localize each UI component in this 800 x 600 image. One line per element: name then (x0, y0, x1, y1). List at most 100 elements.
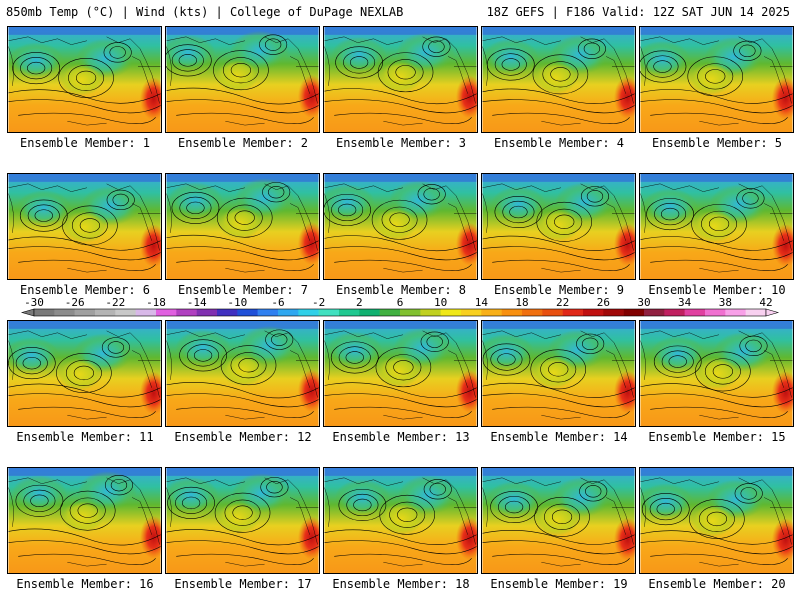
ensemble-panel: Ensemble Member: 2 (165, 26, 320, 150)
colorbar-tick-label: 14 (475, 296, 489, 309)
ensemble-member-label: Ensemble Member: 11 (16, 430, 154, 444)
ensemble-member-label: Ensemble Member: 8 (335, 283, 467, 297)
colorbar-swatch (522, 309, 543, 316)
ensemble-member-label: Ensemble Member: 4 (493, 136, 625, 150)
colorbar-tick-label: -6 (271, 296, 284, 309)
ensemble-member-label: Ensemble Member: 19 (490, 577, 628, 591)
temperature-map (7, 467, 162, 574)
colorbar-tick-label: 2 (356, 296, 363, 309)
ensemble-panel: Ensemble Member: 14 (481, 320, 636, 444)
header: 850mb Temp (°C) | Wind (kts) | College o… (0, 0, 800, 24)
temperature-map (165, 26, 320, 133)
ensemble-member-label: Ensemble Member: 2 (177, 136, 309, 150)
colorbar-tick-label: -22 (105, 296, 125, 309)
ensemble-panel: Ensemble Member: 15 (639, 320, 794, 444)
colorbar-tick-label: 18 (515, 296, 528, 309)
colorbar-swatch (95, 309, 116, 316)
ensemble-member-label: Ensemble Member: 10 (648, 283, 786, 297)
temperature-map (639, 173, 794, 280)
ensemble-panel: Ensemble Member: 8 (323, 173, 478, 297)
colorbar-tick-label: -14 (187, 296, 207, 309)
ensemble-panel: Ensemble Member: 3 (323, 26, 478, 150)
ensemble-panel: Ensemble Member: 6 (7, 173, 162, 297)
colorbar-swatch (379, 309, 401, 316)
ensemble-panel: Ensemble Member: 19 (481, 467, 636, 591)
colorbar-swatch (664, 309, 685, 316)
ensemble-member-label: Ensemble Member: 9 (493, 283, 625, 297)
colorbar-swatch (745, 309, 767, 316)
temperature-map (323, 320, 478, 427)
temperature-map (165, 173, 320, 280)
temperature-map (481, 320, 636, 427)
temperature-map (165, 320, 320, 427)
ensemble-panel: Ensemble Member: 13 (323, 320, 478, 444)
ensemble-panel: Ensemble Member: 1 (7, 26, 162, 150)
colorbar-swatch (461, 309, 482, 316)
colorbar-swatch (359, 309, 380, 316)
temperature-map (481, 467, 636, 574)
ensemble-member-label: Ensemble Member: 17 (174, 577, 312, 591)
colorbar-tick-label: -26 (65, 296, 85, 309)
colorbar-swatch (237, 309, 258, 316)
colorbar-tick-label: -10 (227, 296, 247, 309)
colorbar-tick-label: 26 (597, 296, 610, 309)
colorbar-tick-label: -2 (312, 296, 325, 309)
colorbar-swatch (684, 309, 706, 316)
ensemble-panel: Ensemble Member: 20 (639, 467, 794, 591)
ensemble-panel: Ensemble Member: 18 (323, 467, 478, 591)
colorbar-swatch (542, 309, 563, 316)
colorbar-tick-label: 10 (434, 296, 447, 309)
temperature-map (165, 467, 320, 574)
ensemble-panel: Ensemble Member: 11 (7, 320, 162, 444)
ensemble-member-label: Ensemble Member: 15 (648, 430, 786, 444)
colorbar-swatch (217, 309, 238, 316)
ensemble-member-label: Ensemble Member: 3 (335, 136, 467, 150)
colorbar-swatch (440, 309, 462, 316)
colorbar-swatch (562, 309, 584, 316)
ensemble-member-label: Ensemble Member: 13 (332, 430, 470, 444)
colorbar-swatch (318, 309, 340, 316)
colorbar-tick-label: 22 (556, 296, 569, 309)
ensemble-member-label: Ensemble Member: 16 (16, 577, 154, 591)
temperature-colorbar: -30 -26 -22 -18 -14 -10 -6 -2 2 6 10 14 18 22 26 30 34 38… (0, 296, 800, 320)
temperature-map (639, 320, 794, 427)
colorbar-swatch (725, 309, 746, 316)
temperature-map (7, 173, 162, 280)
ensemble-panel: Ensemble Member: 10 (639, 173, 794, 297)
page-title: 850mb Temp (°C) | Wind (kts) | College o… (6, 5, 404, 19)
ensemble-panel: Ensemble Member: 12 (165, 320, 320, 444)
ensemble-panel: Ensemble Member: 9 (481, 173, 636, 297)
colorbar-swatch (278, 309, 299, 316)
colorbar-swatch (135, 309, 157, 316)
ensemble-member-label: Ensemble Member: 20 (648, 577, 786, 591)
colorbar-tick-label: 34 (678, 296, 692, 309)
temperature-map (323, 173, 478, 280)
temperature-map (639, 26, 794, 133)
ensemble-member-label: Ensemble Member: 14 (490, 430, 628, 444)
temperature-map (481, 173, 636, 280)
colorbar-swatch (176, 309, 197, 316)
colorbar-swatch (74, 309, 96, 316)
colorbar-tick-label: -18 (146, 296, 166, 309)
colorbar-swatch (501, 309, 523, 316)
colorbar-tick-label: 38 (719, 296, 732, 309)
ensemble-panel: Ensemble Member: 5 (639, 26, 794, 150)
temperature-map (481, 26, 636, 133)
ensemble-member-label: Ensemble Member: 12 (174, 430, 312, 444)
colorbar-swatch (298, 309, 319, 316)
colorbar-swatch (115, 309, 136, 316)
colorbar-swatch (400, 309, 421, 316)
ensemble-member-label: Ensemble Member: 1 (19, 136, 151, 150)
temperature-map (323, 467, 478, 574)
colorbar-swatch (644, 309, 665, 316)
colorbar-tick-label: 30 (637, 296, 650, 309)
colorbar-swatch (420, 309, 441, 316)
colorbar-svg: -30 -26 -22 -18 -14 -10 -6 -2 2 6 10 14 18 22 26 30 34 38… (20, 296, 780, 317)
colorbar-swatch (34, 309, 55, 316)
colorbar-swatch (481, 309, 502, 316)
ensemble-member-label: Ensemble Member: 6 (19, 283, 151, 297)
colorbar-swatch (583, 309, 604, 316)
colorbar-tick-label: 6 (397, 296, 404, 309)
ensemble-member-label: Ensemble Member: 18 (332, 577, 470, 591)
colorbar-right-arrow (765, 308, 780, 317)
